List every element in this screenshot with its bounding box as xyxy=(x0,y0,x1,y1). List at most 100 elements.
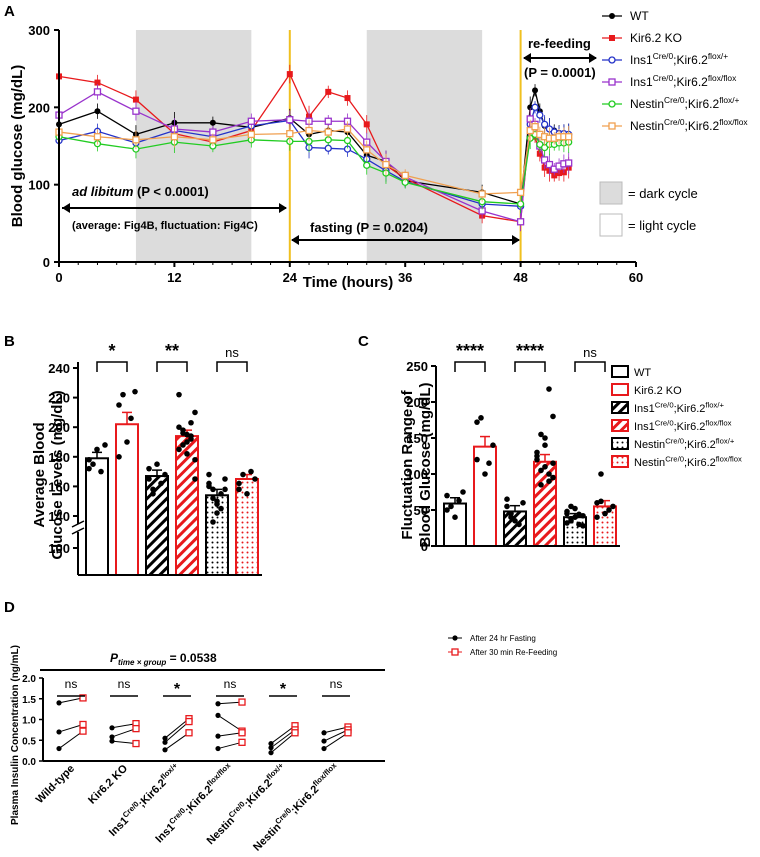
panel-a-xtick-label: 12 xyxy=(167,270,181,285)
data-point xyxy=(93,133,102,141)
legend-label-name: Kir6.2 KO xyxy=(630,31,682,45)
data-point xyxy=(516,188,525,197)
legend-label-name: Nestin xyxy=(630,97,664,111)
data-point xyxy=(170,133,179,141)
refeed-point xyxy=(238,698,246,706)
data-point xyxy=(305,126,313,135)
data-point xyxy=(532,87,539,94)
panel-c-ylabel-line2: Blood Glucose (mg/dL) xyxy=(417,383,434,548)
refeed-point xyxy=(185,729,193,737)
legend-label-sup2: flox/+ xyxy=(708,51,728,61)
bar-ytick-label: 200 xyxy=(48,420,70,435)
axis-break-mark xyxy=(71,520,85,528)
paired-line xyxy=(270,725,296,744)
panel-a-xtick-label: 24 xyxy=(283,270,298,285)
individual-point xyxy=(146,465,152,472)
light-cycle-label: = light cycle xyxy=(628,218,696,233)
individual-point xyxy=(132,388,138,395)
bar-legend-label-name: Ins1 xyxy=(634,421,655,433)
refeed-point xyxy=(79,720,87,729)
bar-ytick-label: 200 xyxy=(406,395,428,410)
fasting-point xyxy=(321,738,327,744)
data-point xyxy=(132,96,139,103)
refeed-point xyxy=(238,738,246,746)
data-point xyxy=(363,161,371,169)
paired-line xyxy=(164,732,190,751)
panel-d-stat-sub: time × group xyxy=(118,658,166,667)
comparison-bracket xyxy=(96,361,128,372)
individual-point xyxy=(248,468,254,475)
individual-point xyxy=(252,476,258,482)
bar-legend-label: Kir6.2 KO xyxy=(634,385,682,397)
fasting-point xyxy=(162,739,168,745)
bar-ytick-label: 0 xyxy=(421,539,428,554)
fasting-point xyxy=(56,745,62,752)
comparison-label: ** xyxy=(165,341,179,361)
individual-point xyxy=(534,453,540,459)
refeed-point xyxy=(132,739,140,748)
individual-point xyxy=(542,464,548,470)
bar-legend-label-sup2: flox/+ xyxy=(716,437,735,446)
panel-label-a: A xyxy=(4,3,15,20)
panel-a-ytick-label: 200 xyxy=(28,100,50,115)
legend-label: Kir6.2 KO xyxy=(630,31,682,45)
individual-point xyxy=(512,518,518,524)
insulin-legend-fast: After 24 hr Fasting xyxy=(470,634,536,643)
individual-point xyxy=(456,497,462,504)
individual-point xyxy=(508,514,514,520)
paired-line xyxy=(270,732,296,754)
data-point xyxy=(531,123,539,131)
bar-1 xyxy=(115,423,139,576)
data-point xyxy=(94,79,101,86)
individual-point xyxy=(236,486,242,493)
individual-point xyxy=(486,460,492,467)
individual-point xyxy=(546,478,552,485)
data-point xyxy=(209,119,216,126)
paired-line xyxy=(217,732,243,737)
individual-point xyxy=(542,442,548,449)
individual-point xyxy=(86,465,92,472)
data-point xyxy=(286,71,293,78)
individual-point xyxy=(90,461,96,468)
fasting-point xyxy=(109,725,115,731)
bar-ytick-label: 250 xyxy=(406,359,428,374)
fasting-point xyxy=(268,750,274,756)
individual-point xyxy=(448,503,454,510)
individual-point xyxy=(210,486,216,493)
data-point xyxy=(286,116,294,124)
individual-point xyxy=(146,476,152,482)
insulin-group-label-name: Kir6.2 KO xyxy=(86,762,130,806)
legend-label: NestinCre/0;Kir6.2flox/+ xyxy=(630,95,740,111)
paired-line xyxy=(111,723,137,729)
individual-point xyxy=(184,451,190,457)
bar-legend-label-sup2: flox/+ xyxy=(705,401,724,410)
legend-label-tail: ;Kir6.2 xyxy=(685,119,720,133)
paired-line xyxy=(58,730,84,749)
insulin-group-label: Kir6.2 KO xyxy=(86,762,130,806)
panel-a-xtick-label: 48 xyxy=(513,270,527,285)
data-point xyxy=(247,130,255,139)
data-point xyxy=(516,200,525,208)
legend-label-sup: Cre/0 xyxy=(664,95,685,105)
legend-label-sup2: flox/flox xyxy=(719,117,748,127)
individual-point xyxy=(236,480,242,487)
individual-point xyxy=(180,427,186,433)
individual-point xyxy=(564,520,570,526)
data-point xyxy=(344,95,351,102)
comparison-bracket xyxy=(156,361,188,372)
fasting-point xyxy=(268,745,274,751)
paired-line xyxy=(58,697,84,704)
refeed-point xyxy=(79,694,87,702)
fasting-point xyxy=(162,735,168,741)
individual-point xyxy=(222,486,228,493)
fasting-annotation: fasting (P = 0.0204) xyxy=(310,220,428,235)
legend-marker xyxy=(608,56,616,64)
fasting-point xyxy=(215,701,221,707)
individual-point xyxy=(244,491,250,497)
legend-label-name: Nestin xyxy=(630,119,664,133)
data-point xyxy=(545,160,554,169)
data-point xyxy=(363,146,371,154)
individual-point xyxy=(192,476,198,482)
panel-a-ytick-label: 100 xyxy=(28,178,50,193)
bar-legend-label-name: Nestin xyxy=(634,457,665,469)
